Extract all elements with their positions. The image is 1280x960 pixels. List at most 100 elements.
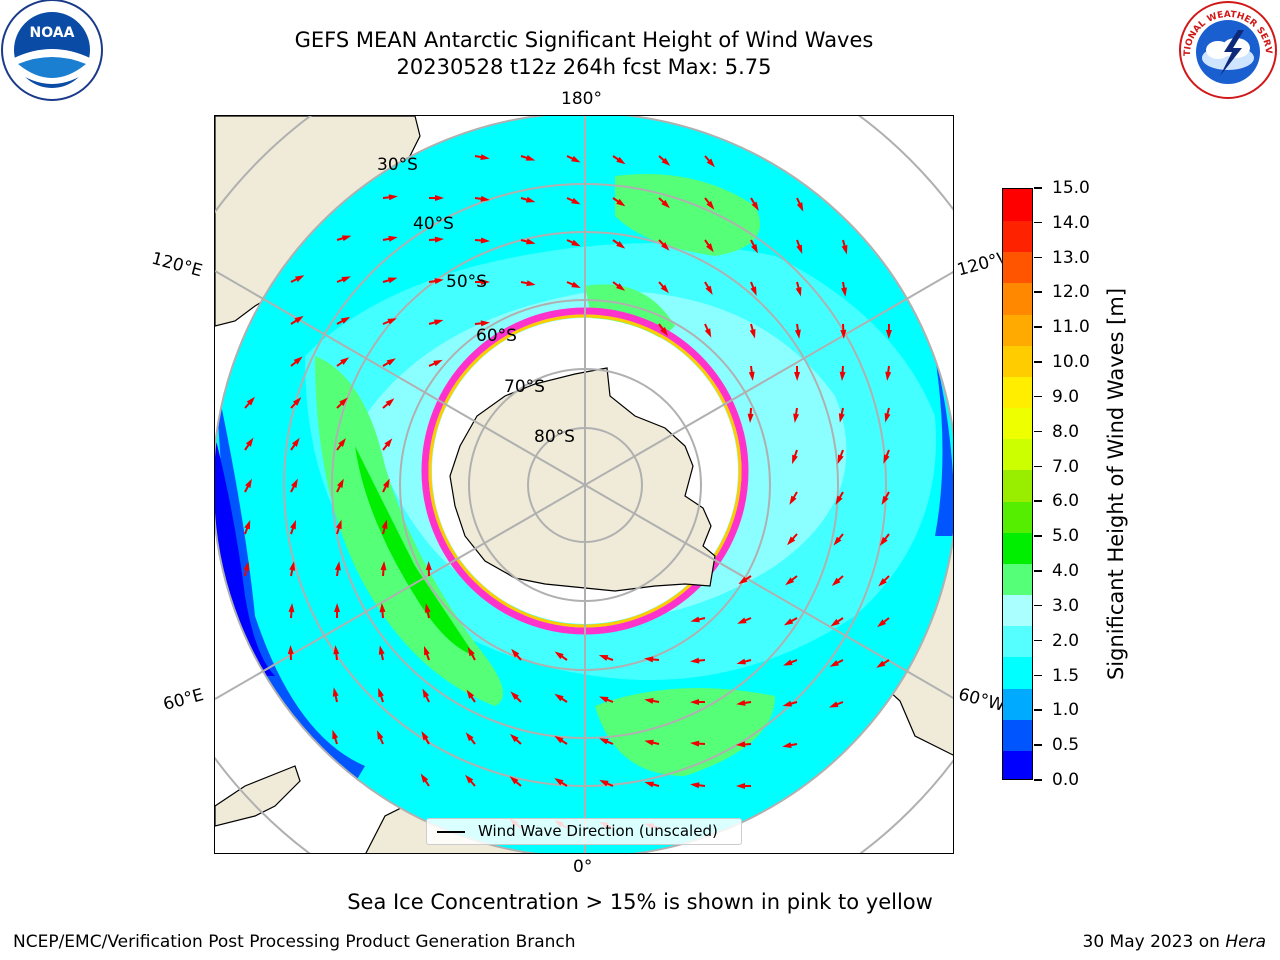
wave-direction-arrowhead [480,320,490,327]
wave-direction-arrowhead [290,519,296,530]
colorbar-tick-label: 2.0 [1052,630,1080,651]
wave-direction-arrowhead [690,616,700,623]
wave-direction-arrowhead [422,688,430,698]
colorbar-tick-label: 9.0 [1052,386,1080,407]
colorbar-tick-label: 14.0 [1052,212,1090,233]
footer-date-text: 30 May 2023 on [1082,932,1226,952]
wave-direction-arrowhead [340,357,350,365]
antarctica-land [449,367,716,592]
wave-direction-arrowhead [738,576,748,585]
wave-direction-arrowhead [705,285,713,295]
wave-direction-arrowhead [841,287,847,297]
wave-direction-arrowhead [379,603,386,613]
wave-direction-arrowhead [466,689,475,699]
colorbar-tick [1034,604,1042,607]
wave-direction-arrowhead [838,413,845,423]
wave-direction-arrowhead [785,577,795,586]
wave-direction-arrowhead [433,359,443,367]
wave-direction-arrowhead [554,778,564,786]
wave-direction-arrowhead [388,235,398,242]
wave-direction-arrowhead [383,478,390,488]
colorbar-tick-label: 3.0 [1052,595,1080,616]
footer-credit: NCEP/EMC/Verification Post Processing Pr… [13,932,576,952]
legend-line-icon [437,831,465,833]
footer-date: 30 May 2023 on Hera [1083,932,1267,952]
colorbar-tick-label: 13.0 [1052,247,1090,268]
wave-direction-arrowhead [287,645,294,655]
wave-direction-arrowhead [293,356,303,365]
wave-direction-arrowhead [706,158,715,168]
colorbar-tick-label: 6.0 [1052,491,1080,512]
wave-direction-arrowhead [690,740,700,747]
wave-band-low-east [935,356,953,536]
wave-direction-arrowhead [661,199,670,209]
wave-direction-arrowhead [467,646,475,657]
chart-title-line2: 20230528 t12z 264h fcst Max: 5.75 [396,55,772,79]
wave-direction-arrowhead [833,536,842,546]
wave-direction-arrowhead [706,243,714,253]
wave-direction-arrowhead [465,774,474,784]
lon-label-60e: 60°E [161,685,206,715]
wave-direction-arrowhead [690,699,700,706]
colorbar-tick [1034,465,1042,468]
colorbar-tick [1034,779,1042,781]
wave-direction-arrowhead [386,358,396,366]
wave-direction-arrowhead [616,241,626,249]
lon-label-120e: 120°E [149,248,205,282]
wave-direction-arrowhead [385,398,395,407]
wave-direction-arrowhead [480,195,490,202]
wave-direction-arrowhead [465,732,474,742]
wave-direction-arrowhead [571,281,581,289]
wave-direction-arrowhead [243,561,250,571]
wave-direction-arrowhead [877,619,887,628]
wave-direction-arrowhead [554,651,564,660]
colorbar-tick-label: 11.0 [1052,317,1090,338]
wave-direction-arrowhead [837,454,844,465]
wave-direction-arrowhead [246,396,255,406]
wave-direction-arrowhead [885,371,892,381]
wave-direction-arrowhead [661,157,671,166]
wave-direction-arrowhead [795,287,802,297]
wave-direction-arrowhead [736,741,746,748]
wave-direction-arrowhead [829,701,839,708]
colorbar-tick-label: 1.0 [1052,700,1080,721]
wave-direction-arrowhead [782,742,792,749]
colorbar-segment [1003,407,1032,440]
wave-direction-arrowhead [706,200,715,210]
wave-direction-arrowhead [737,617,747,624]
wave-direction-arrowhead [660,327,668,337]
wave-direction-arrowhead [661,242,670,251]
wave-direction-arrowhead [425,561,432,571]
wave-direction-arrowhead [480,237,490,244]
colorbar [1002,188,1033,780]
wave-direction-arrowhead [332,687,339,697]
wave-direction-arrowhead [839,371,846,381]
colorbar-tick [1034,535,1042,537]
wave-direction-arrowhead [340,316,351,324]
wave-direction-arrowhead [644,739,654,746]
colorbar-segment [1003,220,1032,253]
wave-direction-arrowhead [835,495,843,505]
wave-direction-arrowhead [380,561,387,571]
wave-direction-arrowhead [831,577,841,587]
colorbar-title: Significant Height of Wind Waves [m] [1104,287,1128,681]
wave-direction-arrowhead [751,201,759,211]
wave-direction-arrowhead [644,656,654,663]
wave-direction-arrowhead [292,397,302,406]
wave-direction-arrowhead [644,698,654,704]
colorbar-tick [1034,674,1042,677]
wave-direction-arrowhead [736,783,746,790]
wave-direction-arrowhead [525,154,536,161]
wave-direction-arrowhead [291,478,298,489]
wave-direction-arrowhead [480,279,490,286]
colorbar-segment [1003,438,1032,471]
wave-direction-arrowhead [751,243,758,254]
wave-direction-arrowhead [333,645,340,655]
noaa-logo-text: NOAA [30,25,75,41]
wave-direction-arrowhead [337,478,344,489]
lon-label-120w: 120°W [955,249,1004,281]
wave-direction-arrowhead [335,519,342,530]
wave-direction-arrowhead [616,198,626,207]
wave-direction-arrowhead [421,731,429,741]
wave-direction-arrowhead [526,280,536,287]
